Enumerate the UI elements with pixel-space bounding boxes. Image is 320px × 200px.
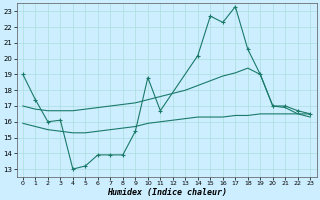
X-axis label: Humidex (Indice chaleur): Humidex (Indice chaleur): [107, 188, 227, 197]
